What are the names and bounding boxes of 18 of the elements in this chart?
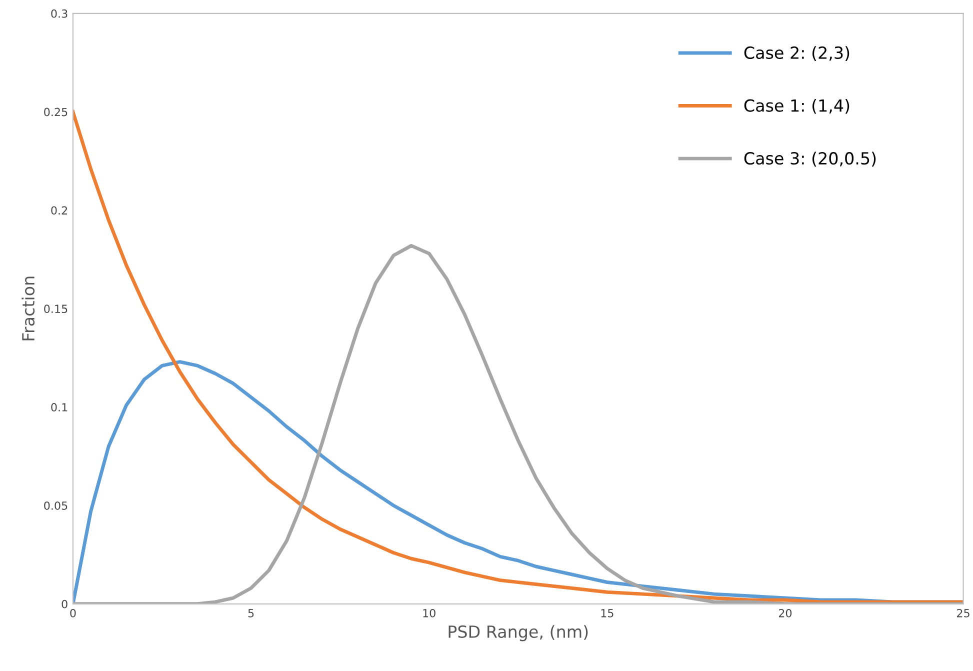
x-tick-label: 15 (601, 609, 614, 618)
x-tick-label: 10 (423, 608, 436, 618)
y-tick-label: 0.05 (44, 501, 68, 510)
x-axis-title: PSD Range, (nm) (448, 625, 588, 642)
legend-label: Case 1: (1,4) (744, 98, 850, 114)
y-tick-label: 0.3 (51, 9, 68, 18)
y-tick-label: 0.15 (44, 304, 68, 314)
y-tick-label: 0.1 (51, 403, 68, 412)
y-tick-label: 0.2 (51, 206, 67, 215)
y-tick-label: 0 (62, 600, 68, 608)
x-tick-label: 5 (248, 609, 254, 618)
legend-label: Case 3: (20,0.5) (744, 152, 876, 167)
x-tick-label: 0 (70, 608, 76, 618)
y-tick-label: 0.25 (44, 108, 68, 116)
x-tick-label: 20 (778, 608, 792, 618)
y-axis-title: Fraction (22, 276, 35, 340)
legend-label: Case 2: (2,3) (744, 46, 850, 61)
x-tick-label: 25 (957, 608, 970, 618)
